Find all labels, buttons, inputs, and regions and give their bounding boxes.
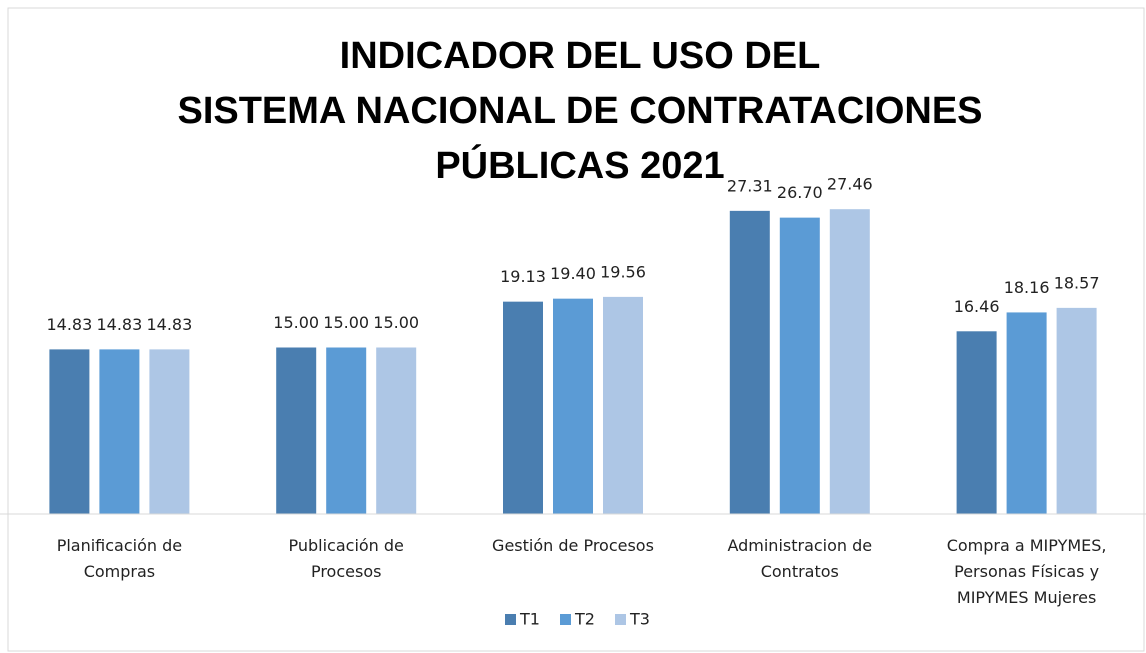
data-label: 26.70 [777,183,823,202]
bar [276,347,317,514]
x-tick-label: Administracion de Contratos [727,536,872,581]
legend-swatch [615,614,626,625]
bar [779,217,820,514]
legend-label: T3 [629,610,650,629]
data-label: 14.83 [146,315,192,334]
data-label: 19.13 [500,267,546,286]
x-tick-line: MIPYMES Mujeres [957,588,1096,607]
bar [49,349,90,514]
x-tick-line: Procesos [311,562,381,581]
bar [829,209,870,514]
data-label: 15.00 [373,313,419,332]
x-tick-line: Compra a MIPYMES, [947,536,1107,555]
data-label: 16.46 [954,297,1000,316]
data-label: 27.31 [727,176,773,195]
x-tick-line: Compras [84,562,155,581]
legend-swatch [560,614,571,625]
bar [149,349,190,514]
data-label: 15.00 [273,313,319,332]
data-label: 19.56 [600,262,646,281]
data-label: 14.83 [96,315,142,334]
chart-title: INDICADOR DEL USO DEL [340,35,821,77]
x-tick-label: Compra a MIPYMES, Personas Físicas y MIPYM… [947,536,1107,607]
x-tick-label: Publicación de Procesos [288,536,403,581]
bar [326,347,367,514]
bar [553,298,593,514]
x-tick-line: Planificación de [57,536,182,555]
legend-label: T1 [519,610,540,629]
bar [503,301,543,514]
data-label: 14.83 [46,315,92,334]
bar [729,210,770,514]
bar [603,296,643,514]
x-tick-label: Planificación de Compras [57,536,182,581]
x-tick-label: Gestión de Procesos [492,536,654,555]
bar [376,347,417,514]
data-label: 18.16 [1004,278,1050,297]
x-tick-line: Contratos [761,562,839,581]
x-tick-line: Administracion de [727,536,872,555]
chart-title: SISTEMA NACIONAL DE CONTRATACIONES [177,90,982,132]
data-label: 27.46 [827,175,873,194]
data-label: 19.40 [550,264,596,283]
legend-label: T2 [574,610,595,629]
bar [99,349,140,514]
x-tick-line: Personas Físicas y [954,562,1099,581]
bar [956,331,997,514]
bar [1006,312,1047,514]
x-tick-line: Publicación de [288,536,403,555]
chart-title: PÚBLICAS 2021 [435,143,724,187]
legend-swatch [505,614,516,625]
data-label: 15.00 [323,313,369,332]
x-tick-line: Gestión de Procesos [492,536,654,555]
data-label: 18.57 [1054,273,1100,292]
bar [1056,307,1097,514]
